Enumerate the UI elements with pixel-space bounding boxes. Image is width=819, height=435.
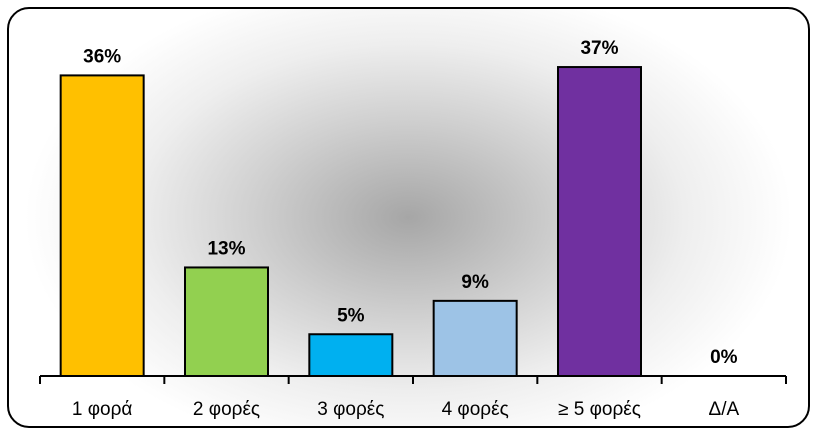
bar-chart: 36% 13% 5% 9% 37% 0% 1 φορά 2 φορές 3 φορές 4 φο… (39, 38, 787, 420)
bar (432, 299, 518, 378)
x-tick-label: 3 φορές (317, 399, 384, 420)
data-labels: 36% 13% 5% 9% 37% 0% (83, 38, 738, 368)
chart-frame: 36% 13% 5% 9% 37% 0% 1 φορά 2 φορές 3 φορές 4 φο… (7, 7, 810, 428)
x-tick-label: 2 φορές (193, 399, 260, 420)
x-tick-label: ≥ 5 φορές (558, 399, 641, 420)
data-label: 13% (207, 238, 245, 259)
x-axis-tick-labels: 1 φορά 2 φορές 3 φορές 4 φορές ≥ 5 φορές Δ/Α (72, 399, 740, 420)
bars-layer (59, 66, 642, 378)
data-label: 5% (337, 305, 365, 326)
bar (184, 266, 269, 378)
data-label: 0% (710, 347, 738, 368)
x-axis-ticks (39, 376, 787, 384)
bar (557, 66, 642, 378)
bar (308, 333, 394, 377)
data-label: 36% (83, 46, 121, 67)
x-tick-label: 4 φορές (442, 399, 509, 420)
x-tick-label: 1 φορά (72, 399, 133, 420)
data-label: 37% (580, 38, 618, 59)
x-tick-label: Δ/Α (709, 399, 740, 420)
bar (59, 74, 145, 378)
data-label: 9% (461, 272, 489, 293)
